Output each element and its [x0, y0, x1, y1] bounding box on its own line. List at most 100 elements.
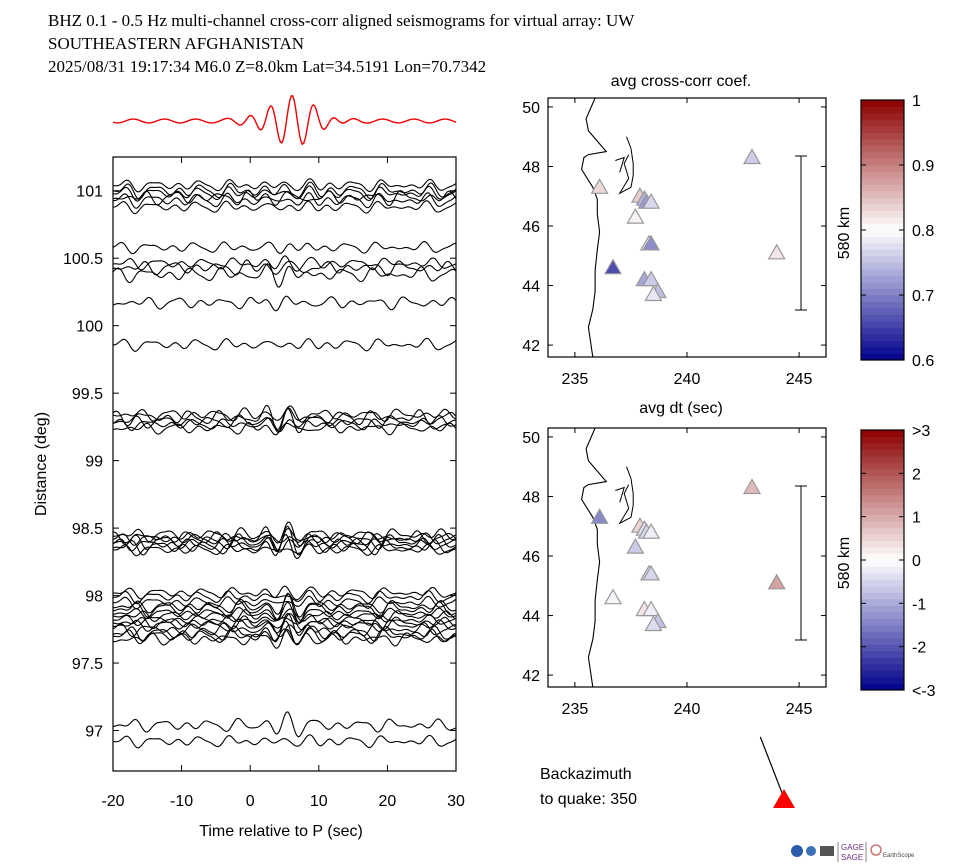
seismogram-trace — [112, 263, 457, 288]
colorbar-tick-label: 0.6 — [912, 353, 934, 370]
colorbar-tick-label: 0.9 — [912, 158, 934, 175]
station-triangle — [642, 270, 661, 287]
colorbar-segment — [861, 165, 904, 172]
colorbar-segment — [861, 158, 904, 166]
colorbar-segment — [861, 275, 904, 283]
seismogram-trace — [112, 585, 457, 601]
seismogram-x-tick-label: 0 — [246, 793, 255, 810]
colorbar-segment — [861, 249, 904, 257]
backazimuth-value: to quake: 350 — [540, 791, 637, 808]
colorbar-segment — [861, 657, 904, 665]
seismogram-y-tick-label: 100 — [76, 319, 103, 336]
colorbar-segment — [861, 592, 904, 600]
map-inland-water — [615, 486, 625, 503]
colorbar-segment — [861, 482, 904, 489]
seismogram-y-tick-label: 97.5 — [72, 656, 103, 673]
colorbar-segment — [861, 527, 904, 535]
seismogram-y-tick-label: 101 — [76, 184, 103, 201]
colorbar-segment — [861, 599, 904, 606]
colorbar-segment — [861, 618, 904, 626]
seismogram-trace — [112, 185, 457, 202]
colorbar-segment — [861, 566, 904, 574]
colorbar-segment — [861, 314, 904, 322]
seismogram-panel: -20 -10 0 10 20 30 97 97.5 98 98.5 99 99.5 100 100.5… — [33, 156, 465, 840]
seismogram-trace — [112, 178, 457, 193]
station-triangle — [642, 522, 661, 539]
map-coastline — [581, 427, 608, 688]
colorbar-segment — [861, 449, 904, 457]
seismogram-y-tick-label: 100.5 — [63, 251, 103, 268]
map-y-tick-label: 46 — [522, 549, 540, 566]
station-triangle — [603, 588, 623, 605]
colorbar-tick-label: -2 — [912, 640, 926, 657]
colorbar-segment — [861, 282, 904, 289]
colorbar-segment — [861, 256, 904, 263]
map-dt-panel: avg dt (sec) 235 240 245 42 44 46 48 50 580 km — [522, 400, 853, 718]
map-cross-corr-panel: avg cross-corr coef. 235 240 245 42 44 46 48 50… — [522, 73, 853, 388]
colorbar-segment — [861, 171, 904, 179]
colorbar-tick-label: 1 — [912, 510, 921, 527]
seismogram-trace — [112, 189, 457, 207]
map-y-tick-label: 42 — [522, 668, 540, 685]
seismogram-trace — [112, 525, 457, 556]
colorbar-segment — [861, 204, 904, 211]
station-triangle — [590, 178, 609, 194]
map-inland-water — [618, 466, 634, 525]
earthscope-logo-icon — [870, 844, 882, 856]
colorbar-segment — [861, 638, 904, 645]
colorbar-segment — [861, 488, 904, 496]
colorbar-tick-label: >3 — [912, 423, 930, 440]
seismogram-y-tick-label: 97 — [85, 724, 103, 741]
map-dt-title: avg dt (sec) — [639, 400, 723, 417]
seismogram-y-tick-label: 99.5 — [72, 386, 103, 403]
colorbar-segment — [861, 308, 904, 315]
colorbar-segment — [861, 683, 904, 691]
map-frame — [547, 427, 827, 688]
map-y-tick-label: 50 — [522, 100, 540, 117]
seismogram-trace — [112, 241, 457, 255]
map-x-tick-label: 245 — [786, 701, 813, 718]
station-triangle — [626, 537, 645, 554]
seismogram-frame — [112, 156, 457, 772]
backazimuth-station-triangle — [773, 789, 795, 808]
colorbar-segment — [861, 547, 904, 554]
colorbar-tick-label: 2 — [912, 466, 921, 483]
seismogram-trace — [112, 200, 457, 215]
map-y-tick-label: 48 — [522, 489, 540, 506]
colorbar-segment — [861, 560, 904, 567]
stacked-trace-line — [112, 95, 457, 146]
colorbar-segment — [861, 106, 904, 114]
map-coastline — [581, 97, 608, 358]
seismogram-trace — [112, 404, 457, 434]
colorbar-segment — [861, 664, 904, 671]
seismogram-y-tick-label: 98.5 — [72, 521, 103, 538]
station-triangle — [642, 234, 661, 251]
map-cross-corr-content: 235 240 245 42 44 46 48 50 580 km — [522, 97, 853, 388]
colorbar-segment — [861, 579, 904, 587]
colorbar-segment — [861, 113, 904, 120]
colorbar-segment — [861, 262, 904, 270]
colorbar-segment — [861, 230, 904, 237]
colorbar-tick-label: <-3 — [912, 683, 936, 700]
figure-title-line3: 2025/08/31 19:17:34 M6.0 Z=8.0km Lat=34.… — [48, 57, 486, 76]
colorbar-segment — [861, 495, 904, 502]
colorbar-segment — [861, 191, 904, 198]
usgs-logo-icon — [820, 846, 834, 856]
colorbar-dt: <-3 -2 -1 0 1 2 >3 — [860, 423, 936, 700]
map-frame — [547, 97, 827, 358]
colorbar-segment — [861, 514, 904, 522]
station-triangle — [642, 564, 661, 581]
colorbar-segment — [861, 573, 904, 580]
colorbar-segment — [861, 243, 904, 250]
colorbar-segment — [861, 430, 904, 437]
seismogram-trace — [112, 295, 457, 312]
colorbar-segment — [861, 334, 904, 341]
colorbar-segment — [861, 197, 904, 205]
colorbar-segment — [861, 651, 904, 658]
colorbar-segment — [861, 223, 904, 231]
colorbar-segment — [861, 100, 904, 107]
colorbar-segment — [861, 534, 904, 541]
map-scale-bar-label: 580 km — [836, 207, 853, 259]
colorbar-tick-label: 0.7 — [912, 288, 934, 305]
